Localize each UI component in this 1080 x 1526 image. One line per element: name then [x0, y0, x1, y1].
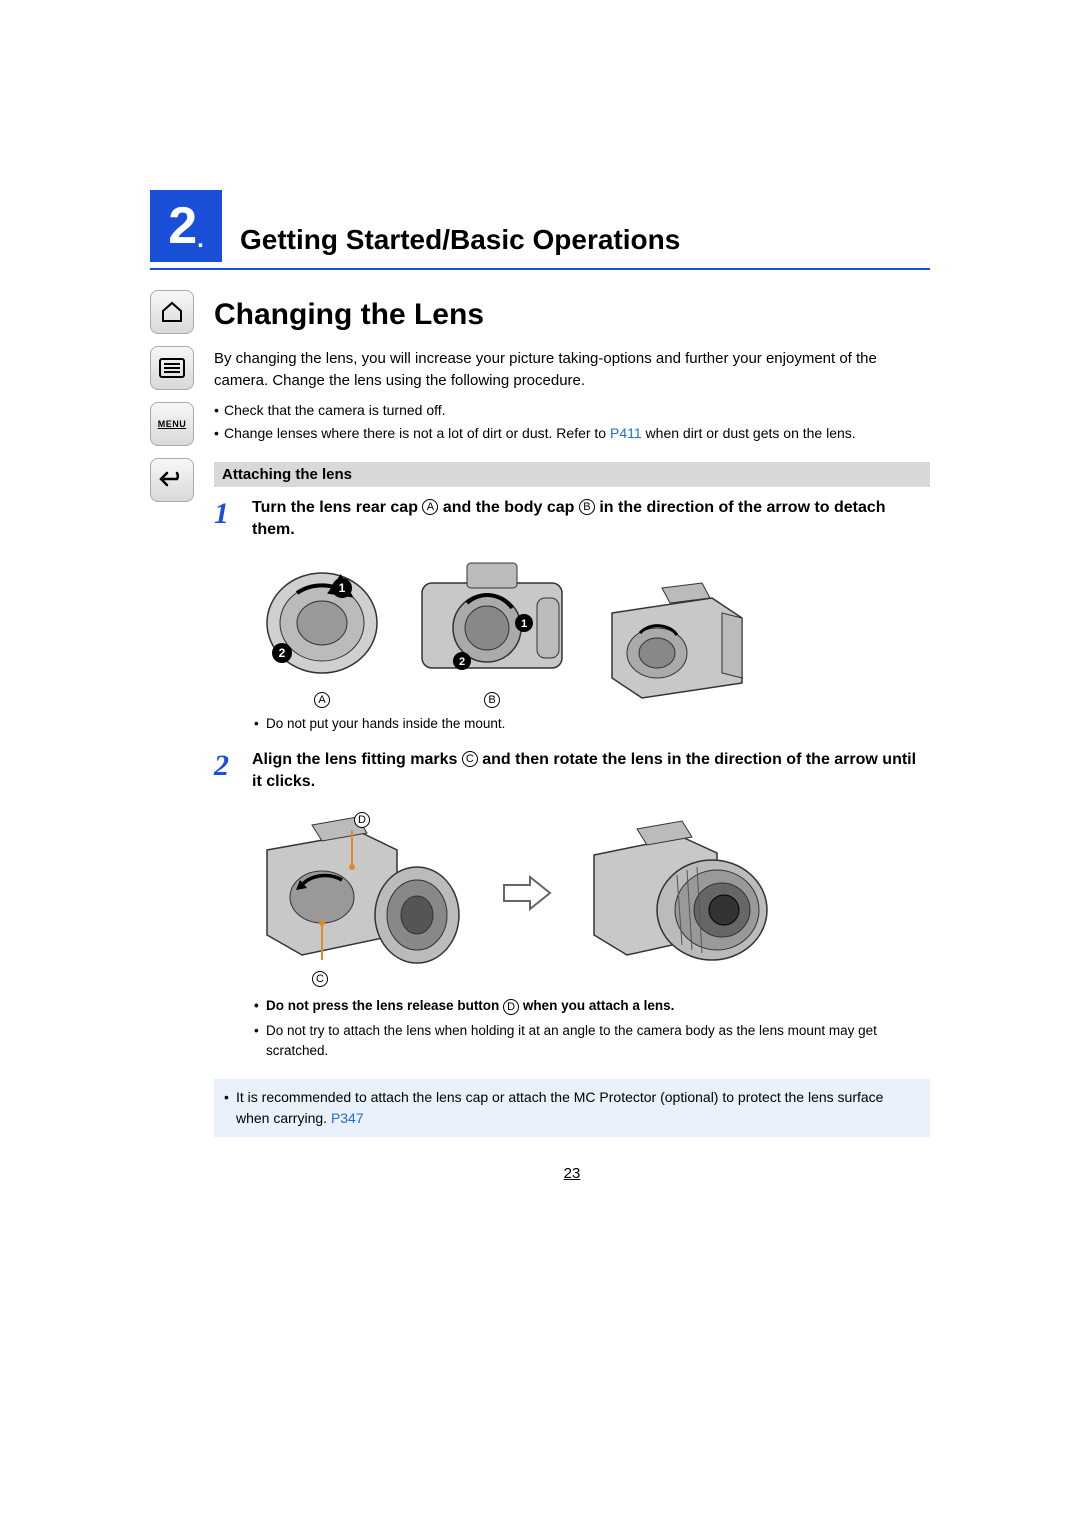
- step-number: 1: [214, 497, 238, 735]
- sub-heading: Attaching the lens: [214, 462, 930, 487]
- page-content: 2. Getting Started/Basic Operations Chan…: [150, 190, 930, 1182]
- svg-text:2: 2: [459, 656, 465, 668]
- label-b-badge: B: [484, 692, 500, 708]
- step-span: Align the lens fitting marks: [252, 751, 462, 768]
- pre-bullets: Check that the camera is turned off. Cha…: [214, 400, 930, 444]
- note-span: Do not press the lens release button: [266, 998, 503, 1013]
- step-text: Turn the lens rear cap A and the body ca…: [252, 497, 930, 542]
- arrow-right-icon: [492, 873, 562, 923]
- step-1: 1 Turn the lens rear cap A and the body …: [214, 497, 930, 735]
- chapter-title: Getting Started/Basic Operations: [240, 224, 680, 262]
- illustration-row-2: D C: [252, 805, 930, 990]
- page-number: 23: [214, 1165, 930, 1182]
- svg-text:2: 2: [279, 646, 286, 660]
- marker-b-icon: B: [579, 499, 595, 515]
- step-span: Turn the lens rear cap: [252, 499, 422, 516]
- camera-attached-illustration: [582, 815, 792, 980]
- step2-note: Do not try to attach the lens when holdi…: [252, 1021, 930, 1062]
- intro-text: By changing the lens, you will increase …: [214, 348, 930, 392]
- bullet-item: Check that the camera is turned off.: [214, 400, 930, 421]
- step-span: and the body cap: [438, 499, 578, 516]
- svg-text:1: 1: [521, 618, 527, 630]
- step-2: 2 Align the lens fitting marks C and the…: [214, 749, 930, 1062]
- marker-d-icon: D: [503, 999, 519, 1015]
- callout-note: It is recommended to attach the lens cap…: [214, 1079, 930, 1137]
- camera-angled-illustration: [592, 573, 752, 708]
- chapter-number: 2.: [150, 190, 222, 262]
- step-number: 2: [214, 749, 238, 1062]
- camera-align-illustration: D C: [252, 805, 472, 990]
- note-span: when you attach a lens.: [519, 998, 674, 1013]
- bullet-text: Change lenses where there is not a lot o…: [224, 425, 610, 441]
- step2-note-bold: Do not press the lens release button D w…: [252, 996, 930, 1016]
- label-d-badge: D: [354, 812, 370, 828]
- chapter-header: 2. Getting Started/Basic Operations: [150, 190, 930, 270]
- section-title: Changing the Lens: [214, 298, 930, 332]
- camera-body-illustration: 1 2 B: [412, 553, 572, 708]
- label-d: D: [354, 811, 370, 829]
- svg-text:1: 1: [339, 581, 346, 595]
- step-text: Align the lens fitting marks C and then …: [252, 749, 930, 794]
- label-c-badge: C: [312, 971, 328, 987]
- lens-cap-illustration: 1 2 A: [252, 553, 392, 708]
- page-ref-link[interactable]: P347: [331, 1110, 364, 1126]
- marker-c-icon: C: [462, 751, 478, 767]
- step1-note: Do not put your hands inside the mount.: [252, 714, 930, 734]
- bullet-text: when dirt or dust gets on the lens.: [642, 425, 856, 441]
- chapter-dot: .: [197, 226, 204, 262]
- label-b: B: [412, 692, 572, 708]
- page-ref-link[interactable]: P411: [610, 425, 642, 441]
- label-a-badge: A: [314, 692, 330, 708]
- marker-a-icon: A: [422, 499, 438, 515]
- chapter-number-value: 2: [168, 196, 197, 256]
- label-c: C: [312, 970, 328, 988]
- label-a: A: [252, 692, 392, 708]
- illustration-row-1: 1 2 A 1 2: [252, 553, 930, 708]
- bullet-item: Change lenses where there is not a lot o…: [214, 423, 930, 444]
